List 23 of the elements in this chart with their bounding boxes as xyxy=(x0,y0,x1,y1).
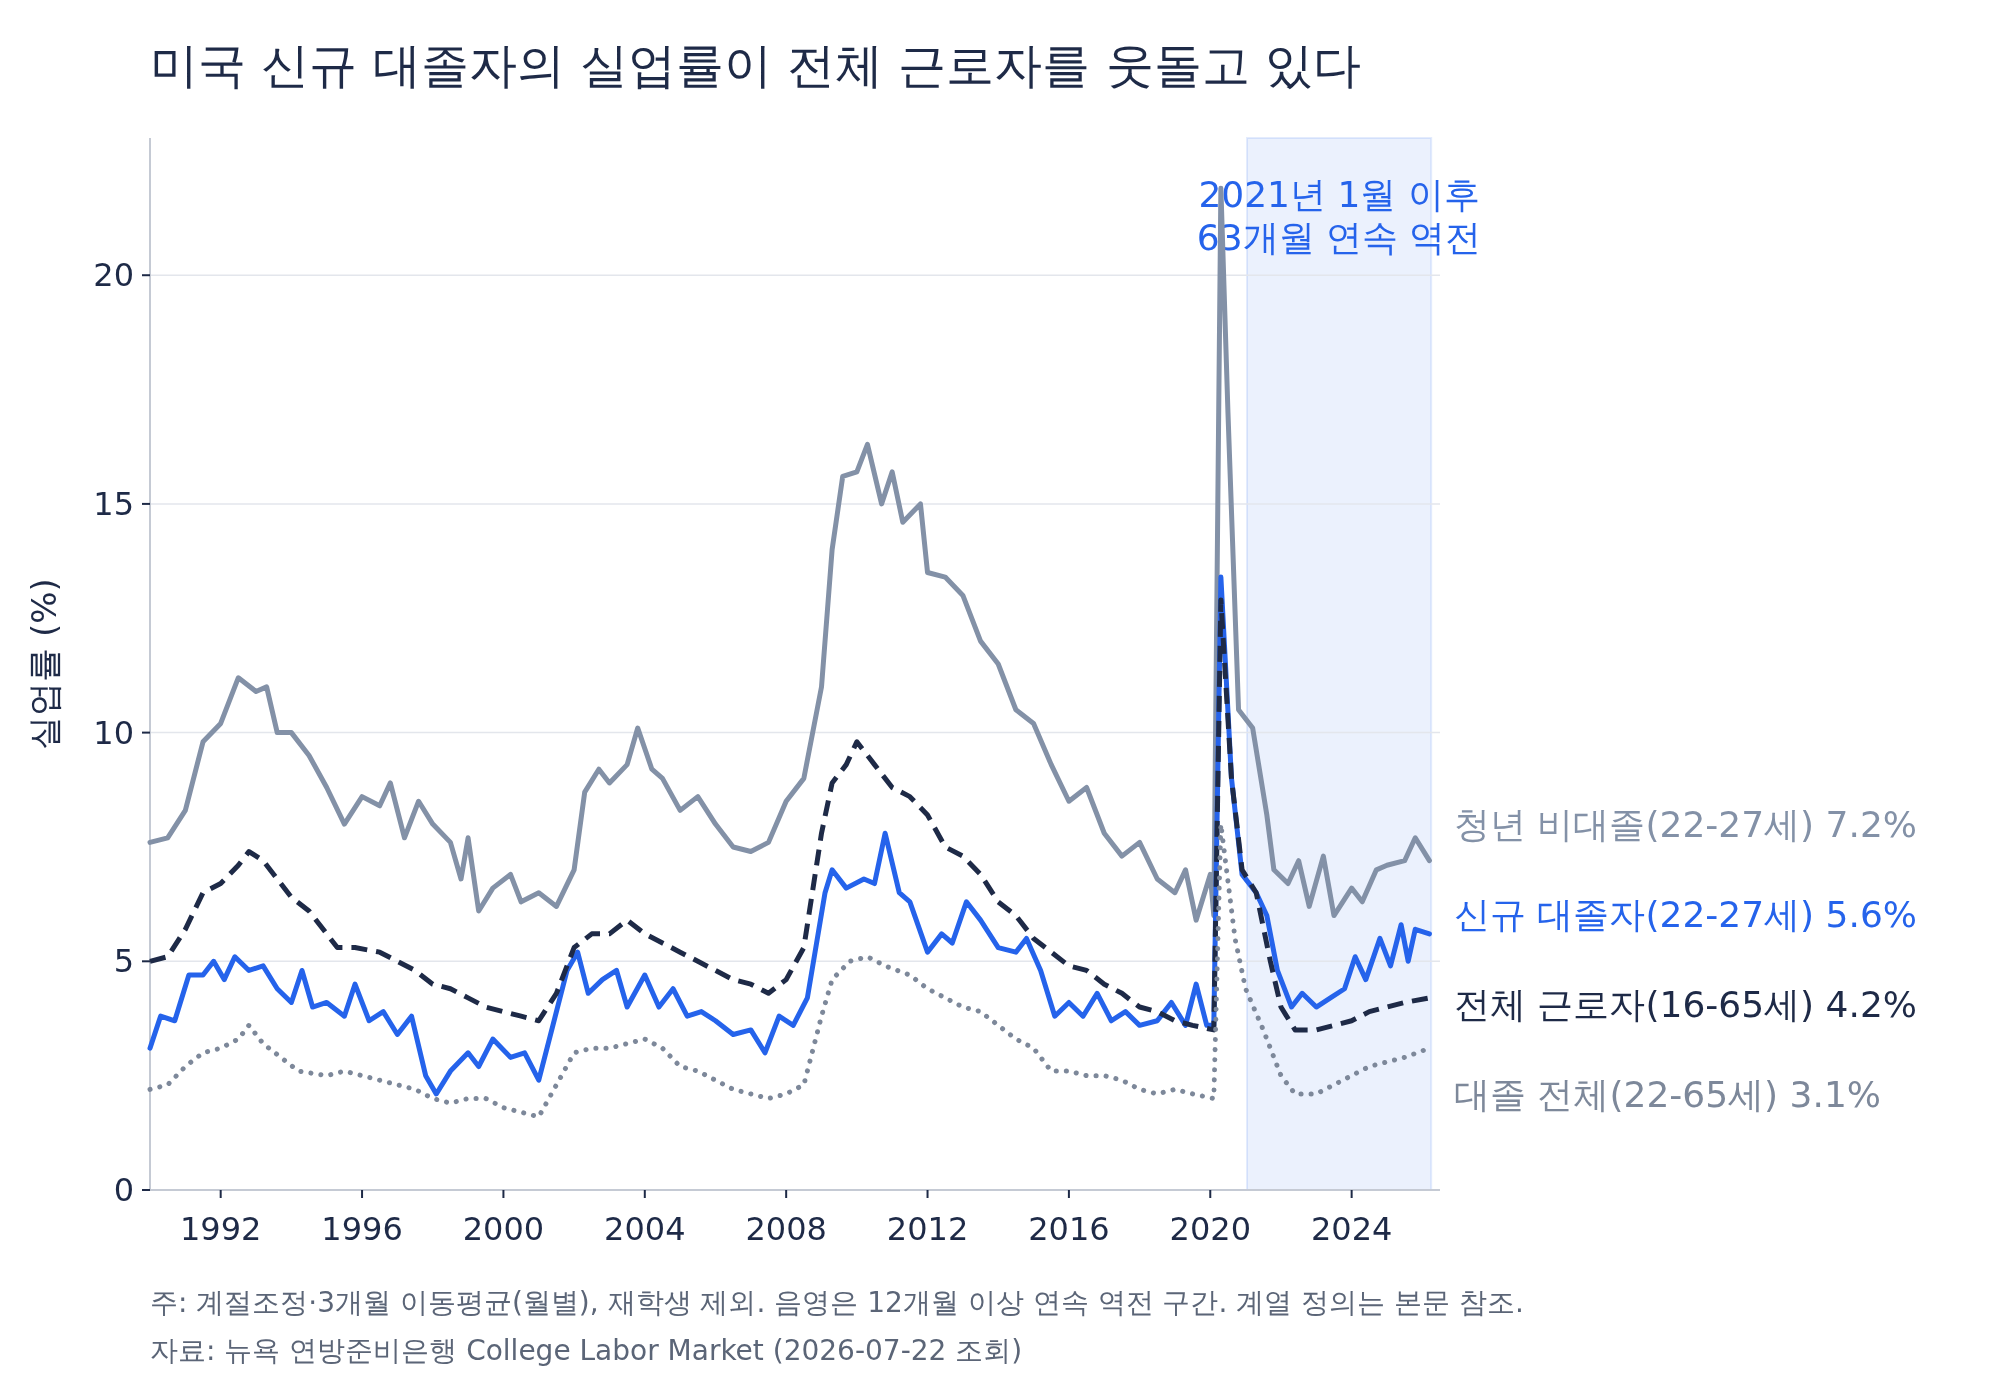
y-axis-title: 실업률 (%) xyxy=(24,578,64,750)
x-tick-label: 1996 xyxy=(321,1210,403,1248)
x-tick-label: 2020 xyxy=(1169,1210,1251,1248)
y-tick-label: 15 xyxy=(93,484,134,523)
band-label: 2021년 1월 이후 63개월 연속 역전 xyxy=(1196,173,1482,258)
text: 주: 계절조정·3개월 이동평균(월별), 재학생 제외. 음영은 12개월 이상 연속 역전 구간. 계열 정의는 본문 참조. xyxy=(150,1286,1524,1319)
x-tick-label: 2008 xyxy=(745,1210,827,1248)
x-tick-label: 2012 xyxy=(886,1210,969,1248)
x-tick-label: 2000 xyxy=(462,1210,545,1248)
series-label: 전체 근로자(16-65세) 4.2% xyxy=(1454,984,1918,1026)
series-label: 청년 비대졸(22-27세) 7.2% xyxy=(1454,804,1918,846)
chart-title: 미국 신규 대졸자의 실업률이 전체 근로자를 웃돌고 있다 xyxy=(150,37,1361,93)
text: 자료: 뉴욕 연방준비은행 College Labor Market (2026-07-22 조회) xyxy=(150,1334,1023,1367)
x-tick-label: 2016 xyxy=(1028,1210,1110,1248)
x-tick-label: 1992 xyxy=(179,1210,262,1248)
y-tick-label: 5 xyxy=(113,942,134,981)
y-tick-label: 10 xyxy=(93,713,134,752)
x-tick-label: 2004 xyxy=(604,1210,686,1248)
x-tick-label: 2024 xyxy=(1310,1210,1393,1248)
series-label: 대졸 전체(22-65세) 3.1% xyxy=(1454,1074,1882,1116)
series-label: 신규 대졸자(22-27세) 5.6% xyxy=(1454,894,1918,936)
y-tick-label: 0 xyxy=(113,1171,134,1209)
y-tick-label: 20 xyxy=(93,256,134,295)
